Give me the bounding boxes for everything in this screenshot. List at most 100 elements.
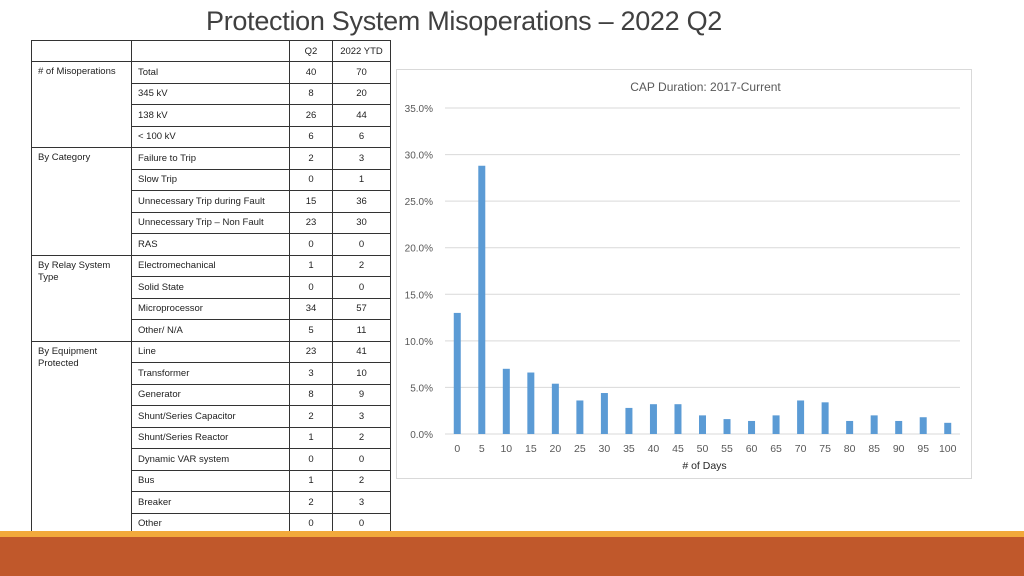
q2-value: 1 xyxy=(289,426,333,449)
group-label: By Relay System Type xyxy=(31,254,132,342)
row-label: Line xyxy=(131,340,290,363)
row-label: Shunt/Series Reactor xyxy=(131,426,290,449)
group-label: # of Misoperations xyxy=(31,61,132,148)
ytd-value: 70 xyxy=(332,61,391,84)
y-tick-label: 0.0% xyxy=(410,430,433,441)
bar xyxy=(453,312,461,434)
ytd-value: 3 xyxy=(332,405,391,428)
row-label: Solid State xyxy=(131,276,290,299)
bar xyxy=(600,393,608,434)
ytd-value: 0 xyxy=(332,448,391,471)
x-tick-label: 80 xyxy=(844,443,856,455)
bar xyxy=(699,415,706,434)
ytd-value: 2 xyxy=(332,426,391,449)
row-label: 345 kV xyxy=(131,82,290,105)
ytd-value: 2 xyxy=(332,254,391,277)
x-tick-label: 75 xyxy=(819,443,831,455)
q2-value: 8 xyxy=(289,383,333,406)
row-label: Unnecessary Trip – Non Fault xyxy=(131,211,290,234)
table-row: 345 kV 8 20 xyxy=(32,82,391,105)
table-row: By Equipment Protected Line 23 41 xyxy=(31,340,391,535)
row-label: Slow Trip xyxy=(131,168,290,191)
table-row: < 100 kV 6 6 xyxy=(32,125,391,148)
bar xyxy=(723,419,731,434)
ytd-value: 9 xyxy=(332,383,391,406)
x-tick-label: 70 xyxy=(795,443,807,455)
table-row: Solid State 0 0 xyxy=(32,276,391,299)
row-label: Unnecessary Trip during Fault xyxy=(131,190,290,213)
q2-value: 2 xyxy=(289,405,333,428)
y-tick-label: 10.0% xyxy=(405,337,433,348)
row-label: Microprocessor xyxy=(131,297,290,320)
y-tick-label: 35.0% xyxy=(405,104,433,115)
footer-bar xyxy=(0,537,1024,576)
table-row: Transformer 3 10 xyxy=(32,362,391,385)
ytd-value: 0 xyxy=(332,276,391,299)
ytd-value: 3 xyxy=(332,147,391,170)
bar xyxy=(527,372,535,434)
row-label: Electromechanical xyxy=(131,254,290,277)
q2-value: 23 xyxy=(289,340,333,363)
x-tick-label: 5 xyxy=(479,443,485,455)
x-tick-label: 40 xyxy=(648,443,660,455)
bar xyxy=(797,400,805,434)
row-label: Bus xyxy=(131,469,290,492)
ytd-value: 0 xyxy=(332,233,391,256)
y-tick-label: 25.0% xyxy=(405,197,433,208)
q2-value: 0 xyxy=(289,168,333,191)
bar xyxy=(944,422,952,434)
bar xyxy=(649,404,657,434)
bar xyxy=(846,420,854,434)
x-tick-label: 50 xyxy=(697,443,709,455)
row-label: Shunt/Series Capacitor xyxy=(131,405,290,428)
bar-chart-svg: CAP Duration: 2017-Current 0.0% 5.0% 10.0% 1… xyxy=(405,80,960,472)
table-row: Breaker 2 3 xyxy=(32,491,391,514)
row-label: Total xyxy=(131,61,290,84)
table-row: By Relay System Type Electromechanical 1 2 xyxy=(31,254,391,342)
row-label: 138 kV xyxy=(131,104,290,127)
bar xyxy=(748,420,756,434)
row-label: < 100 kV xyxy=(131,125,290,148)
table-header-cell xyxy=(31,40,132,62)
q2-value: 26 xyxy=(289,104,333,127)
misoperations-table: Q2 2022 YTD # of Misoperations Total 40 70 345… xyxy=(31,40,391,535)
y-tick-label: 5.0% xyxy=(410,383,433,394)
bar xyxy=(576,400,584,434)
table-row: Unnecessary Trip – Non Fault 23 30 xyxy=(32,211,391,234)
x-tick-label: 30 xyxy=(599,443,611,455)
row-label: Failure to Trip xyxy=(131,147,290,170)
ytd-value: 44 xyxy=(332,104,391,127)
q2-value: 2 xyxy=(289,147,333,170)
bar xyxy=(625,407,633,434)
x-tick-label: 100 xyxy=(939,443,957,455)
ytd-value: 20 xyxy=(332,82,391,105)
bar xyxy=(919,417,927,434)
x-tick-label: 35 xyxy=(623,443,635,455)
q2-value: 1 xyxy=(289,254,333,277)
q2-value: 0 xyxy=(289,448,333,471)
group-label: By Equipment Protected xyxy=(31,340,132,535)
q2-value: 2 xyxy=(289,491,333,514)
x-tick-label: 95 xyxy=(917,443,929,455)
q2-value: 34 xyxy=(289,297,333,320)
ytd-value: 41 xyxy=(332,340,391,363)
table-header-cell: Q2 xyxy=(289,40,333,62)
q2-value: 5 xyxy=(289,319,333,342)
table-row: RAS 0 0 xyxy=(32,233,391,256)
ytd-value: 3 xyxy=(332,491,391,514)
ytd-value: 57 xyxy=(332,297,391,320)
ytd-value: 10 xyxy=(332,362,391,385)
bar xyxy=(870,415,878,434)
cap-duration-chart: CAP Duration: 2017-Current 0.0% 5.0% 10.0% 1… xyxy=(396,69,972,479)
table-row: # of Misoperations Total 40 70 xyxy=(31,61,391,148)
q2-value: 1 xyxy=(289,469,333,492)
q2-value: 6 xyxy=(289,125,333,148)
bar xyxy=(502,368,510,434)
row-label: Other/ N/A xyxy=(131,319,290,342)
x-tick-label: 55 xyxy=(721,443,733,455)
table-row: Slow Trip 0 1 xyxy=(32,168,391,191)
ytd-value: 6 xyxy=(332,125,391,148)
table-row: Shunt/Series Reactor 1 2 xyxy=(32,426,391,449)
bar xyxy=(772,415,780,434)
y-tick-label: 15.0% xyxy=(405,290,433,301)
